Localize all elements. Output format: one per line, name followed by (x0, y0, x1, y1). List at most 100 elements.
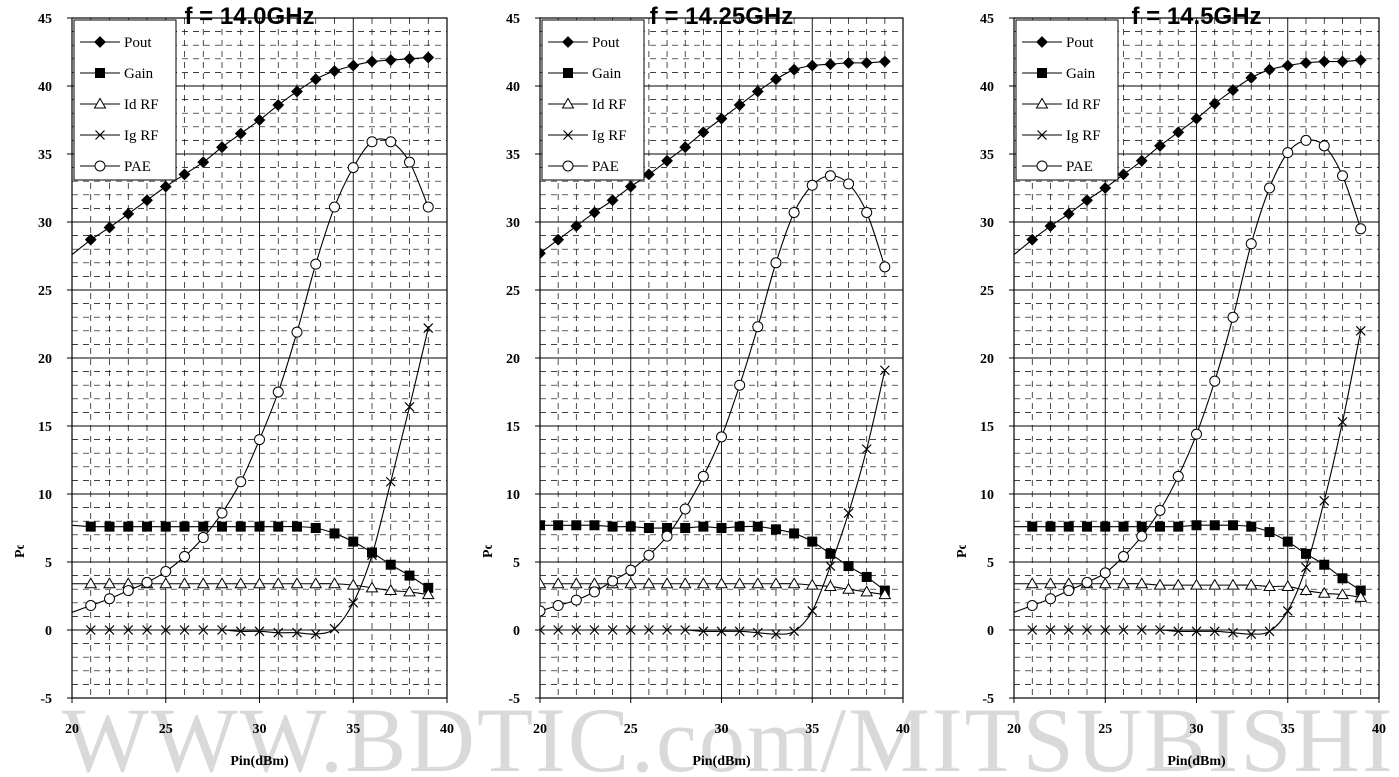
data-point-gain (292, 521, 302, 532)
data-point-gain (85, 521, 96, 532)
data-point-pout (860, 56, 873, 69)
data-point-gain (843, 561, 854, 572)
data-point-id-rf (365, 581, 379, 593)
data-point-pout (272, 99, 285, 111)
x-axis-label: Pin(dBm) (1167, 754, 1226, 769)
data-point-pae (179, 551, 190, 563)
data-point-pout (1354, 54, 1367, 67)
legend-label-id-rf: Id RF (1066, 97, 1101, 113)
data-point-pae (588, 586, 600, 598)
data-point-id-rf (1044, 577, 1057, 589)
legend-label-gain: Gain (592, 66, 622, 82)
data-point-pae (122, 585, 134, 597)
data-point-id-rf (540, 577, 547, 589)
data-point-id-rf (290, 577, 304, 589)
data-point-ig-rf (789, 626, 800, 637)
data-point-pout (842, 56, 855, 69)
y-tick-label: 35 (980, 148, 994, 163)
x-tick-label: 40 (896, 722, 910, 737)
x-tick-label: 35 (346, 722, 360, 737)
data-point-ig-rf (254, 626, 265, 637)
data-point-id-rf (696, 577, 710, 589)
data-point-pae (843, 178, 855, 190)
legend-marker-id-rf (93, 97, 107, 109)
data-point-id-rf (1263, 579, 1276, 591)
data-point-pout (751, 85, 764, 98)
y-tick-label: 30 (506, 216, 520, 231)
data-point-id-rf (1226, 578, 1240, 590)
data-point-gain (273, 521, 284, 532)
data-point-pae (422, 201, 434, 213)
data-point-ig-rf (1319, 495, 1330, 506)
data-point-id-rf (769, 577, 783, 589)
x-tick-label: 25 (159, 722, 173, 737)
data-point-pae (734, 379, 746, 391)
data-point-pae (1063, 585, 1075, 597)
data-point-pout (606, 194, 619, 207)
data-point-pout (384, 54, 397, 67)
data-point-gain (770, 524, 781, 535)
series-layer (72, 51, 435, 640)
data-point-gain (1319, 559, 1330, 570)
data-point-pout (309, 73, 322, 86)
chart-title: f = 14.0GHz (184, 3, 314, 30)
data-point-gain (861, 571, 872, 582)
data-point-id-rf (309, 577, 323, 589)
legend-marker-id-rf (1035, 97, 1049, 109)
data-point-ig-rf (104, 625, 115, 635)
data-point-id-rf (328, 577, 341, 589)
data-point-ig-rf (385, 476, 396, 487)
data-point-id-rf (421, 588, 435, 600)
data-point-id-rf (1299, 584, 1313, 596)
data-point-ig-rf (292, 627, 302, 638)
y-tick-label: 15 (980, 420, 994, 435)
data-point-pout (1154, 139, 1166, 152)
data-point-pout (1062, 207, 1075, 220)
data-point-pout (253, 114, 266, 126)
x-axis-label: Pin(dBm) (692, 754, 751, 769)
data-point-id-rf (1135, 577, 1149, 589)
data-point-pout (178, 168, 191, 181)
data-point-pout (1117, 168, 1130, 181)
y-tick-label: -5 (508, 692, 520, 707)
data-point-ig-rf (235, 626, 246, 637)
chart-title: f = 14.5GHz (1131, 3, 1261, 30)
data-point-pout (159, 180, 172, 193)
data-point-gain (789, 528, 800, 539)
legend-marker-pae (1036, 160, 1048, 172)
legend-label-ig-rf: Ig RF (124, 128, 159, 144)
data-point-pout (552, 233, 565, 246)
data-point-gain (607, 521, 618, 532)
y-tick-label: 0 (45, 624, 52, 639)
data-point-pae (85, 600, 97, 612)
data-point-pout (1245, 71, 1258, 84)
data-point-id-rf (215, 577, 229, 589)
data-point-gain (571, 520, 582, 531)
data-point-id-rf (196, 577, 210, 589)
data-point-pae (570, 594, 582, 606)
data-point-ig-rf (734, 626, 745, 637)
y-tick-label: 25 (38, 284, 52, 299)
data-point-id-rf (733, 577, 747, 589)
data-point-id-rf (103, 577, 116, 589)
legend-label-id-rf: Id RF (124, 97, 159, 113)
data-point-pae (1172, 470, 1184, 482)
data-point-pout (1026, 233, 1039, 246)
data-point-pout (84, 233, 97, 246)
data-point-id-rf (751, 577, 765, 589)
data-point-gain (254, 521, 265, 532)
watermark-text: WWW.BDTIC.com/MITSUBISHI (62, 689, 1395, 777)
data-point-pae (329, 201, 340, 213)
data-point-pae (1245, 238, 1257, 250)
data-point-pae (291, 326, 303, 338)
data-point-pout (1135, 154, 1148, 167)
data-point-pout (770, 73, 782, 86)
data-point-id-rf (1025, 577, 1039, 589)
x-tick-label: 35 (805, 722, 819, 737)
data-point-pout (661, 154, 673, 167)
legend-marker-gain (1037, 68, 1047, 78)
y-tick-label: 10 (980, 488, 994, 503)
legend-label-gain: Gain (1066, 66, 1096, 82)
data-point-pae (607, 575, 619, 587)
data-point-id-rf (860, 585, 874, 597)
